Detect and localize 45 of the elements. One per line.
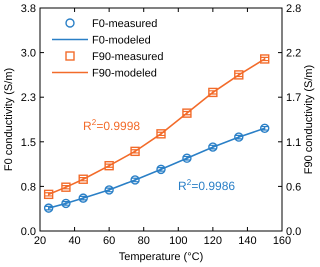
x-tick-label: 100 xyxy=(169,235,188,247)
y-tick-label: 1.5 xyxy=(20,136,36,149)
x-tick-label: 160 xyxy=(272,235,292,247)
y2-axis-title: F90 conductivity (S/m) xyxy=(303,64,315,174)
legend-label: F90-modeled xyxy=(92,68,157,80)
y-tick-label: 3.8 xyxy=(20,3,36,15)
y-tick-label: 3.0 xyxy=(20,48,36,60)
y-axis-title: F0 conductivity (S/m) xyxy=(3,68,15,172)
x-tick-label: 20 xyxy=(34,235,46,247)
legend-label: F0-measured xyxy=(92,18,158,30)
x-tick-label: 60 xyxy=(103,235,116,247)
point xyxy=(208,142,218,152)
y2-tick-label: 0.0 xyxy=(286,226,302,238)
legend-label: F0-modeled xyxy=(92,34,151,46)
point xyxy=(156,164,166,174)
y2-tick-label: 2.8 xyxy=(286,3,302,15)
y-tick-label: 0.0 xyxy=(20,226,36,238)
y-tick-label: 0.8 xyxy=(20,181,36,194)
point xyxy=(78,193,88,203)
legend-label: F90-measured xyxy=(92,51,164,63)
y2-tick-label: 0.6 xyxy=(286,181,302,194)
x-tick-label: 80 xyxy=(138,235,150,247)
x-axis-title: Temperature (°C) xyxy=(118,251,204,263)
y2-tick-label: 2.2 xyxy=(286,48,302,60)
point xyxy=(182,108,192,118)
y-tick-label: 2.3 xyxy=(20,92,36,104)
point xyxy=(234,70,244,80)
y2-tick-label: 1.1 xyxy=(286,136,302,149)
point xyxy=(61,182,71,192)
x-tick-label: 140 xyxy=(238,235,257,247)
x-tick-label: 120 xyxy=(204,235,222,247)
x-tick-label: 40 xyxy=(68,235,81,247)
point xyxy=(208,88,218,98)
point xyxy=(104,160,114,170)
point xyxy=(61,198,71,208)
point xyxy=(78,174,88,184)
annotation: R$^{2}$=0.9998 xyxy=(83,117,140,133)
y2-tick-label: 1.7 xyxy=(286,92,302,104)
point xyxy=(156,129,166,139)
point xyxy=(104,185,114,195)
point xyxy=(130,146,140,156)
point xyxy=(234,132,244,142)
annotation: R$^{2}$=0.9986 xyxy=(178,177,236,193)
point xyxy=(182,154,192,163)
point xyxy=(130,175,140,185)
